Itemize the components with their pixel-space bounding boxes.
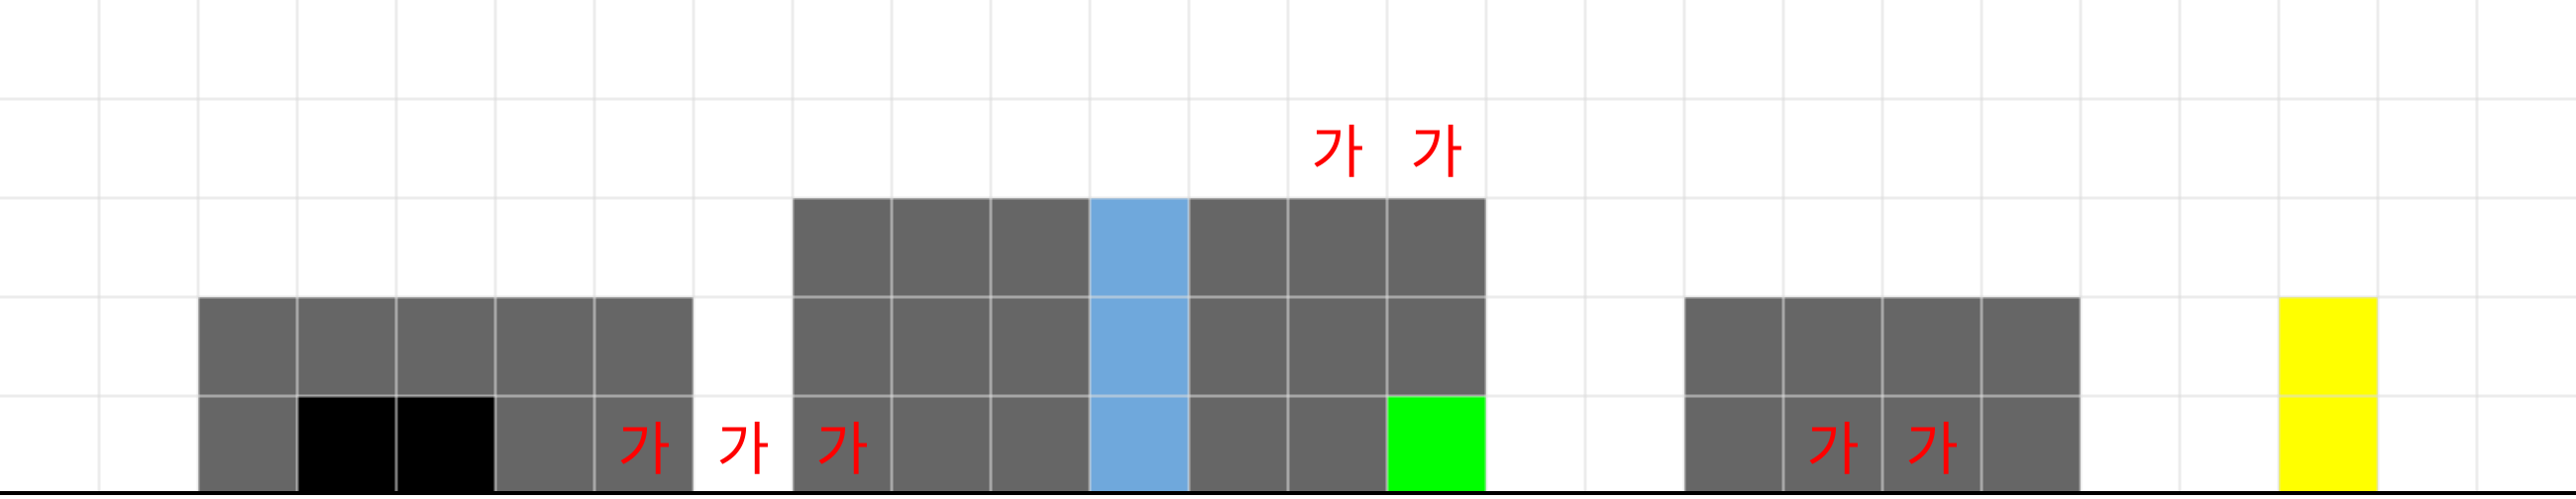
ground-line	[0, 491, 2576, 495]
water-tile	[1090, 396, 1189, 495]
pit-tile	[297, 396, 396, 495]
enemy-glyph: 가	[1311, 119, 1364, 186]
wall-tile	[1882, 396, 1982, 495]
gem-tile	[2279, 297, 2378, 396]
wall-tile	[1288, 396, 1387, 495]
wall-tile	[991, 396, 1090, 495]
wall-tile	[297, 297, 396, 396]
enemy-glyph: 가	[1410, 119, 1463, 186]
wall-tile	[1189, 297, 1288, 396]
wall-tile	[1783, 297, 1882, 396]
wall-tile	[1387, 198, 1486, 297]
wall-tile	[1189, 198, 1288, 297]
wall-tile	[1189, 396, 1288, 495]
enemy-glyph: 가	[1806, 416, 1860, 483]
wall-tile	[793, 297, 892, 396]
wall-tile	[1387, 297, 1486, 396]
gem-tile	[2279, 396, 2378, 495]
wall-tile	[396, 297, 495, 396]
wall-tile	[594, 396, 694, 495]
wall-tile	[1684, 297, 1783, 396]
wall-tile	[793, 396, 892, 495]
enemy-glyph: 가	[1905, 416, 1959, 483]
wall-tile	[1882, 297, 1982, 396]
wall-tile	[1684, 396, 1783, 495]
water-tile	[1090, 198, 1189, 297]
wall-tile	[991, 297, 1090, 396]
wall-tile	[1982, 297, 2081, 396]
wall-tile	[892, 297, 991, 396]
wall-tile	[594, 297, 694, 396]
enemy-glyph: 가	[617, 416, 671, 483]
enemy-glyph: 가	[716, 416, 770, 483]
wall-tile	[1783, 396, 1882, 495]
goal-tile	[1387, 396, 1486, 495]
wall-tile	[793, 198, 892, 297]
wall-tile	[198, 396, 297, 495]
wall-tile	[198, 297, 297, 396]
wall-tile	[495, 396, 594, 495]
wall-tile	[1288, 297, 1387, 396]
water-tile	[1090, 297, 1189, 396]
enemy-glyph: 가	[815, 416, 869, 483]
wall-tile	[1288, 198, 1387, 297]
wall-tile	[892, 396, 991, 495]
wall-tile	[1982, 396, 2081, 495]
wall-tile	[892, 198, 991, 297]
wall-tile	[991, 198, 1090, 297]
pit-tile	[396, 396, 495, 495]
wall-tile	[495, 297, 594, 396]
